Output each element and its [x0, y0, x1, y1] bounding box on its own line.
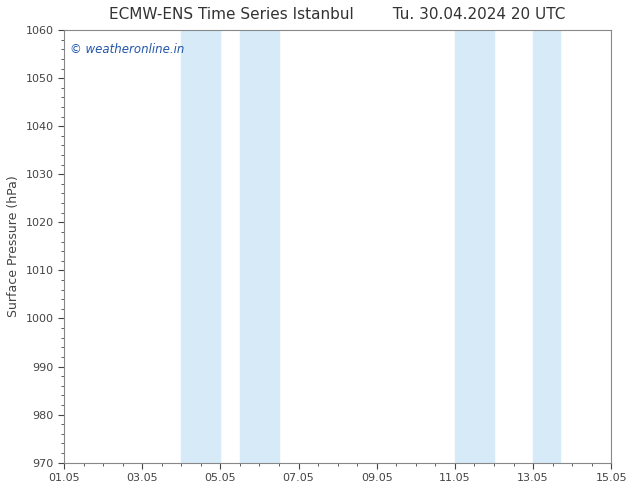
- Bar: [455, 30, 494, 463]
- Text: © weatheronline.in: © weatheronline.in: [70, 43, 184, 56]
- Bar: [240, 30, 279, 463]
- Y-axis label: Surface Pressure (hPa): Surface Pressure (hPa): [7, 175, 20, 317]
- Bar: [181, 30, 221, 463]
- Bar: [533, 30, 560, 463]
- Title: ECMW-ENS Time Series Istanbul        Tu. 30.04.2024 20 UTC: ECMW-ENS Time Series Istanbul Tu. 30.04.…: [110, 7, 566, 22]
